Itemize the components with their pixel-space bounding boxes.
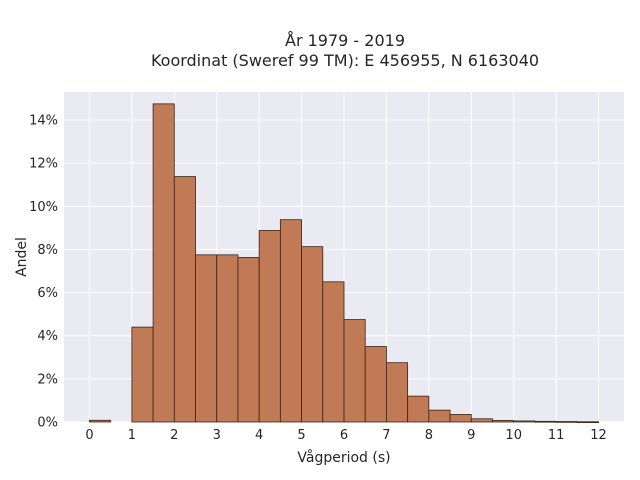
x-tick-label: 8 bbox=[425, 428, 433, 443]
histogram-bar bbox=[470, 418, 493, 423]
histogram-bar bbox=[513, 420, 536, 423]
histogram-bar bbox=[364, 346, 387, 423]
y-axis-label: Andel bbox=[14, 237, 30, 277]
histogram-bar bbox=[576, 421, 599, 423]
histogram-bar bbox=[195, 254, 218, 423]
chart-title-line-2: Koordinat (Sweref 99 TM): E 456955, N 61… bbox=[151, 51, 539, 70]
x-tick-label: 0 bbox=[85, 428, 93, 443]
x-tick-label: 7 bbox=[382, 428, 390, 443]
histogram-bar bbox=[555, 421, 578, 423]
x-tick-label: 10 bbox=[505, 428, 522, 443]
x-tick-label: 5 bbox=[297, 428, 305, 443]
y-tick-label: 4% bbox=[37, 329, 58, 344]
x-tick-label: 6 bbox=[340, 428, 348, 443]
histogram-bar bbox=[428, 409, 451, 423]
x-tick-label: 2 bbox=[170, 428, 178, 443]
histogram-bar bbox=[216, 254, 239, 423]
histogram-bar bbox=[258, 230, 281, 423]
y-axis-ticks: 0% 2% 4% 6% 8% 10% 12% 14% bbox=[29, 114, 58, 431]
histogram-bar bbox=[386, 362, 409, 423]
histogram-bar bbox=[131, 326, 154, 423]
histogram-bar bbox=[173, 176, 196, 423]
histogram-bar bbox=[322, 281, 345, 423]
y-tick-label: 0% bbox=[37, 416, 58, 431]
histogram-bar bbox=[279, 219, 302, 423]
chart-title-line-1: År 1979 - 2019 bbox=[285, 31, 405, 50]
histogram-bar bbox=[407, 395, 430, 423]
histogram-bar bbox=[152, 103, 175, 423]
histogram-bar bbox=[237, 257, 260, 423]
histogram-bar bbox=[449, 414, 472, 423]
x-tick-label: 3 bbox=[213, 428, 221, 443]
y-tick-label: 6% bbox=[37, 286, 58, 301]
x-tick-label: 4 bbox=[255, 428, 263, 443]
histogram-bar bbox=[343, 319, 366, 423]
x-tick-label: 9 bbox=[467, 428, 475, 443]
histogram-bar bbox=[534, 420, 557, 423]
histogram-bar bbox=[89, 419, 112, 423]
x-tick-label: 12 bbox=[590, 428, 607, 443]
x-tick-label: 1 bbox=[128, 428, 136, 443]
y-tick-label: 14% bbox=[29, 114, 58, 129]
histogram-bar bbox=[301, 246, 324, 423]
y-tick-label: 12% bbox=[29, 157, 58, 172]
y-tick-label: 2% bbox=[37, 372, 58, 387]
x-axis-label: Vågperiod (s) bbox=[297, 449, 390, 466]
y-tick-label: 8% bbox=[37, 243, 58, 258]
x-axis-ticks: 0 1 2 3 4 5 6 7 8 9 10 11 12 bbox=[85, 428, 607, 443]
histogram-bars bbox=[89, 103, 599, 423]
histogram-bar bbox=[492, 420, 515, 423]
y-tick-label: 10% bbox=[29, 200, 58, 215]
x-tick-label: 11 bbox=[548, 428, 565, 443]
